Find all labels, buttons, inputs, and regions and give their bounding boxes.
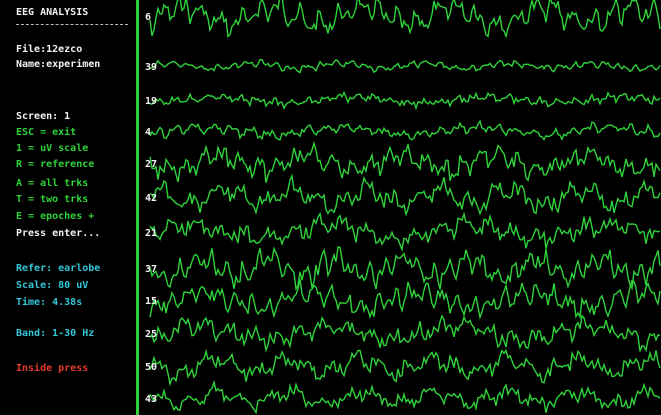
screen-label: Screen: 1 [16, 111, 71, 122]
eeg-trace-area: 6 39 19 4 27 42 21 37 15 25 50 43 [145, 0, 661, 415]
menu-item-exit[interactable]: ESC = exit [16, 127, 77, 138]
control-panel: EEG ANALYSIS File:12ezco Name:experimen … [0, 0, 136, 415]
channel-label: 42 [145, 193, 157, 204]
eeg-trace [149, 140, 661, 183]
press-enter-prompt: Press enter... [16, 228, 101, 239]
eeg-trace [149, 59, 661, 74]
warning-message: Inside press [16, 363, 89, 374]
channel-label: 19 [145, 96, 157, 107]
menu-item-all-tracks[interactable]: A = all trks [16, 178, 89, 189]
menu-item-epoches[interactable]: E = epoches + [16, 211, 95, 222]
menu-item-reference[interactable]: R = reference [16, 159, 95, 170]
eeg-trace [149, 348, 661, 387]
reference-status: Refer: earlobe [16, 263, 101, 274]
scale-status: Scale: 80 uV [16, 280, 89, 291]
channel-label: 25 [145, 329, 157, 340]
channel-label: 39 [145, 62, 157, 73]
channel-label: 21 [145, 228, 157, 239]
menu-item-two-tracks[interactable]: T = two trks [16, 194, 89, 205]
eeg-trace [149, 314, 661, 354]
channel-label: 50 [145, 362, 157, 373]
menu-item-uv-scale[interactable]: 1 = uV scale [16, 143, 89, 154]
eeg-trace [149, 379, 661, 415]
app-title: EEG ANALYSIS [16, 7, 89, 18]
eeg-trace [149, 246, 661, 292]
channel-label: 43 [145, 394, 157, 405]
eeg-trace [149, 173, 661, 217]
file-label: File:12ezco [16, 44, 83, 55]
band-status: Band: 1-30 Hz [16, 328, 95, 339]
channel-label: 37 [145, 264, 157, 275]
eeg-trace [149, 90, 661, 111]
channel-label: 6 [145, 12, 151, 23]
eeg-trace [149, 0, 661, 39]
channel-label: 27 [145, 159, 157, 170]
name-label: Name:experimen [16, 59, 101, 70]
channel-label: 4 [145, 127, 151, 138]
eeg-trace [149, 279, 661, 320]
panel-border [136, 0, 139, 415]
channel-label: 15 [145, 296, 157, 307]
eeg-trace [149, 211, 661, 253]
time-status: Time: 4.38s [16, 297, 83, 308]
title-divider [16, 24, 128, 25]
eeg-trace [149, 119, 661, 141]
